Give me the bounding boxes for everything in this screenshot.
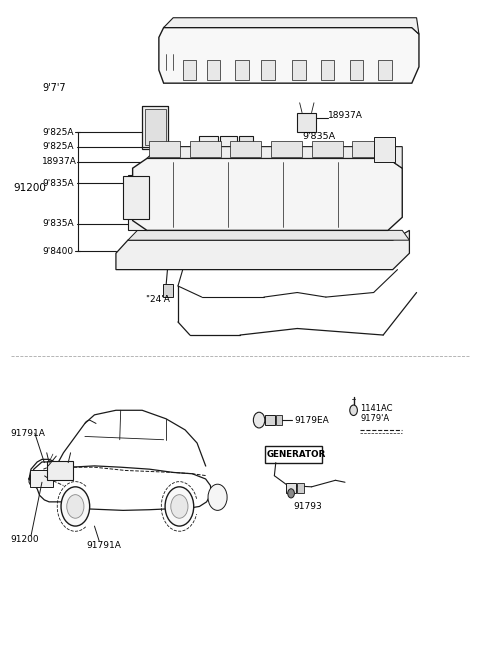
Bar <box>199 135 217 162</box>
Text: 9'825A: 9'825A <box>42 142 73 151</box>
Text: 91793: 91793 <box>293 502 322 511</box>
Bar <box>292 60 306 80</box>
Bar <box>235 60 249 80</box>
Text: 9'835A: 9'835A <box>42 219 73 229</box>
Circle shape <box>171 495 188 518</box>
Polygon shape <box>147 147 402 168</box>
Circle shape <box>288 489 294 498</box>
Circle shape <box>165 487 194 526</box>
Polygon shape <box>128 175 147 231</box>
Circle shape <box>61 487 90 526</box>
Text: 9'835A: 9'835A <box>42 179 73 188</box>
Bar <box>265 446 322 463</box>
Polygon shape <box>164 18 419 34</box>
Polygon shape <box>132 158 402 231</box>
Circle shape <box>67 495 84 518</box>
Bar <box>30 470 53 487</box>
Bar <box>149 141 180 157</box>
Bar <box>373 137 395 162</box>
Bar <box>297 483 304 493</box>
Bar <box>276 415 281 425</box>
Bar <box>265 415 276 425</box>
Text: ''24'A: ''24'A <box>145 294 170 304</box>
Text: 91200: 91200 <box>13 183 46 193</box>
Bar <box>206 60 220 80</box>
Polygon shape <box>116 231 409 269</box>
Text: 9'7'7: 9'7'7 <box>42 83 66 93</box>
Bar <box>47 461 73 480</box>
Text: 9'825A: 9'825A <box>42 127 73 137</box>
Bar <box>286 483 296 493</box>
Polygon shape <box>128 231 409 240</box>
Text: 9179EA: 9179EA <box>294 416 329 424</box>
Text: 1141AC: 1141AC <box>360 404 393 413</box>
Bar <box>239 135 253 162</box>
Bar <box>230 141 262 157</box>
Polygon shape <box>159 28 419 83</box>
Bar <box>183 60 196 80</box>
Circle shape <box>350 405 358 415</box>
Circle shape <box>208 484 227 510</box>
Text: 9'835A: 9'835A <box>302 132 335 141</box>
Bar <box>220 135 237 162</box>
Text: 91791A: 91791A <box>10 428 45 438</box>
Bar <box>378 60 392 80</box>
Circle shape <box>253 412 265 428</box>
Text: 91200: 91200 <box>10 535 38 543</box>
Text: 9179'A: 9179'A <box>360 414 389 422</box>
Bar <box>142 106 168 148</box>
Bar <box>144 109 166 145</box>
Bar <box>271 141 302 157</box>
Bar <box>123 176 149 219</box>
Bar <box>190 141 221 157</box>
Bar <box>321 60 335 80</box>
Bar <box>350 60 363 80</box>
Text: 18937A: 18937A <box>42 157 77 166</box>
Bar <box>352 141 383 157</box>
Text: 91791A: 91791A <box>86 541 121 550</box>
Bar <box>163 284 173 297</box>
Bar <box>262 60 275 80</box>
Text: 18937A: 18937A <box>328 112 363 120</box>
Text: 9'8400: 9'8400 <box>42 247 73 256</box>
Bar <box>297 112 316 132</box>
Text: GENERATOR: GENERATOR <box>267 450 326 459</box>
Bar <box>312 141 343 157</box>
